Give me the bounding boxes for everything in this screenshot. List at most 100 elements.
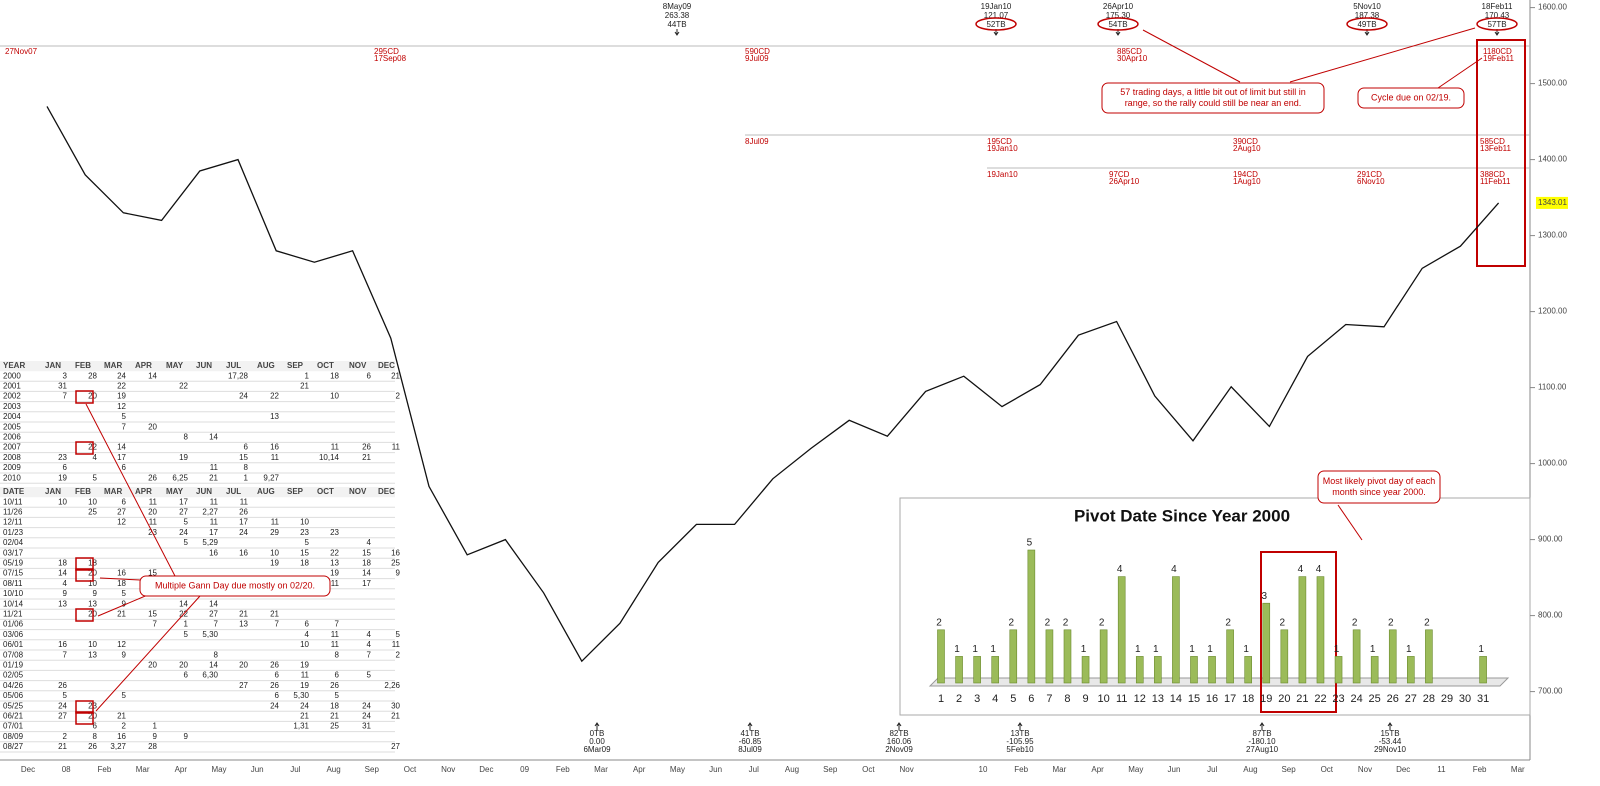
- callout-box: [1357, 87, 1465, 109]
- table-cell: 9: [153, 732, 158, 741]
- bar: [1190, 656, 1198, 684]
- cell-highlight: [75, 390, 94, 404]
- table-cell: 13: [270, 412, 279, 421]
- x-tick-label: May: [670, 765, 685, 774]
- x-tick-label: 12: [1134, 693, 1146, 705]
- x-tick-label: 26: [1387, 693, 1399, 705]
- table-cell: 4: [63, 579, 68, 588]
- x-tick-label: 08: [62, 765, 71, 774]
- table-cell: 11/21: [3, 610, 23, 619]
- bar: [1407, 656, 1415, 684]
- table-cell: 2007: [3, 443, 21, 452]
- x-tick-label: Dec: [21, 765, 35, 774]
- table-cell: 14: [58, 569, 67, 578]
- table-cell: 5: [122, 412, 127, 421]
- table-cell: 14: [209, 661, 218, 670]
- bar: [1334, 656, 1343, 684]
- table-cell: 05/19: [3, 559, 24, 568]
- table-cell: 5: [184, 630, 189, 639]
- inset-chart: Pivot Date Since Year 200012213141526572…: [936, 506, 1489, 704]
- cycle-label: 30Apr10: [1117, 54, 1148, 63]
- callout-arrows: [85, 27, 1483, 712]
- x-tick-label: Jul: [1207, 765, 1217, 774]
- arrow: [594, 722, 600, 730]
- table-cell: 12/11: [3, 518, 23, 527]
- value-label: 2: [936, 617, 942, 628]
- table-cell: 21: [239, 610, 248, 619]
- table-cell: 5,29: [202, 538, 218, 547]
- table-cell: 17: [239, 518, 248, 527]
- bar: [1063, 629, 1072, 684]
- table-cell: 10/10: [3, 589, 24, 598]
- table-cell: 26: [270, 681, 279, 690]
- table-cell: 20: [148, 508, 157, 517]
- table-cell: 11: [301, 671, 310, 680]
- cycle-label: 9Jul09: [745, 54, 769, 63]
- bottom-label: 0TB: [590, 729, 605, 738]
- last-price: 1343.01: [1538, 198, 1567, 207]
- table-cell: 28: [148, 742, 157, 751]
- table-cell: 16: [117, 732, 126, 741]
- table-cell: 1: [184, 620, 189, 629]
- value-label: 4: [1171, 564, 1177, 575]
- callout-box: [1101, 82, 1325, 114]
- value-label: 1: [1153, 644, 1159, 655]
- table-cell: 05/06: [3, 691, 24, 700]
- table-cell: 7: [63, 650, 68, 659]
- table-cell: 5: [335, 691, 340, 700]
- cell-highlight: [75, 608, 94, 622]
- circle-mark: [1476, 17, 1518, 31]
- table-cell: 11: [331, 443, 340, 452]
- x-tick-label: 18: [1242, 693, 1254, 705]
- table-cell: 11/26: [3, 508, 23, 517]
- y-tick-label: 1100.00: [1538, 383, 1567, 392]
- table-cell: 21: [270, 610, 279, 619]
- value-label: 2: [1280, 617, 1286, 628]
- table-cell: 2: [63, 732, 68, 741]
- table-cell: 27: [58, 712, 67, 721]
- table-cell: 21: [330, 712, 339, 721]
- table-cell: 11: [331, 640, 340, 649]
- table-cell: 10: [300, 518, 309, 527]
- table-cell: 6: [184, 671, 189, 680]
- table-cell: 16: [209, 548, 218, 557]
- bar: [1316, 576, 1325, 684]
- table-cell: 10: [330, 392, 339, 401]
- bottom-label: -180.10: [1248, 737, 1276, 746]
- top-label: 263.38: [665, 11, 690, 20]
- x-tick-label: 4: [992, 693, 998, 705]
- x-tick-label: 15: [1188, 693, 1200, 705]
- x-tick-label: 11: [1437, 765, 1446, 774]
- table-cell: 2000: [3, 371, 21, 380]
- top-label: 19Jan10: [981, 2, 1012, 11]
- x-tick-label: 24: [1350, 693, 1362, 705]
- table-cell: 3,27: [110, 742, 126, 751]
- bar: [1099, 629, 1108, 684]
- table-cell: 19: [117, 392, 126, 401]
- arrow: [1387, 722, 1393, 730]
- bar: [1009, 629, 1018, 684]
- table-cell: 20: [148, 422, 157, 431]
- table-cell: 2,27: [202, 508, 218, 517]
- table-cell: 8: [93, 732, 98, 741]
- table-cell: 23: [300, 528, 309, 537]
- table-cell: 1: [244, 473, 249, 482]
- bottom-label: 82TB: [889, 729, 908, 738]
- table-cell: 7: [153, 620, 158, 629]
- table-cell: 24: [239, 528, 248, 537]
- value-label: 2: [1424, 617, 1430, 628]
- table-cell: 24: [362, 712, 371, 721]
- callout-text: month since year 2000.: [1332, 487, 1426, 497]
- value-label: 2: [1008, 617, 1014, 628]
- y-tick-label: 1200.00: [1538, 307, 1567, 316]
- highlight-box: [1476, 39, 1526, 267]
- bar: [1388, 629, 1397, 684]
- x-tick-label: Dec: [1396, 765, 1410, 774]
- table-cell: 7: [335, 620, 340, 629]
- table-cell: 2009: [3, 463, 21, 472]
- table-header: JAN: [45, 361, 61, 370]
- x-tick-label: 1: [938, 693, 944, 705]
- x-tick-label: 29: [1441, 693, 1453, 705]
- top-label: 18Feb11: [1482, 2, 1514, 11]
- top-label: 187.38: [1355, 11, 1380, 20]
